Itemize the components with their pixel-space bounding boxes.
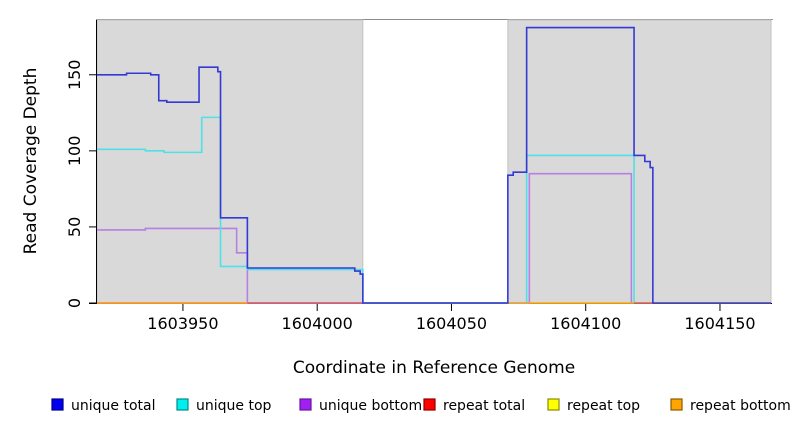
legend-label-repeat-top: repeat top — [567, 398, 640, 414]
legend-swatch-unique-total — [51, 398, 64, 411]
shaded-region — [507, 19, 772, 304]
legend-label-repeat-total: repeat total — [443, 398, 525, 414]
x-tick-label: 1604050 — [416, 314, 487, 333]
legend-swatch-repeat-bottom — [670, 398, 683, 411]
x-tick-label: 1604000 — [282, 314, 353, 333]
x-tick-label: 1604100 — [550, 314, 621, 333]
legend-label-unique-top: unique top — [196, 398, 272, 414]
legend-label-unique-bottom: unique bottom — [319, 398, 422, 414]
legend-label-repeat-bottom: repeat bottom — [690, 398, 791, 414]
legend-swatch-unique-bottom — [299, 398, 312, 411]
legend-swatch-repeat-total — [423, 398, 436, 411]
shaded-region — [96, 19, 364, 304]
y-tick-label: 100 — [65, 136, 84, 167]
series-line-unique-top — [97, 116, 635, 304]
y-tick-label: 150 — [65, 60, 84, 91]
x-tick-label: 1604150 — [684, 314, 755, 333]
x-axis-label: Coordinate in Reference Genome — [293, 358, 575, 378]
legend-swatch-unique-top — [176, 398, 189, 411]
y-tick-label: 0 — [65, 298, 84, 308]
legend-swatch-repeat-top — [547, 398, 560, 411]
y-tick-label: 50 — [65, 217, 84, 237]
y-axis-label: Read Coverage Depth — [21, 68, 41, 255]
series-line-unique-total — [97, 26, 771, 304]
x-tick-label: 1603950 — [147, 314, 218, 333]
legend-label-unique-total: unique total — [71, 398, 155, 414]
